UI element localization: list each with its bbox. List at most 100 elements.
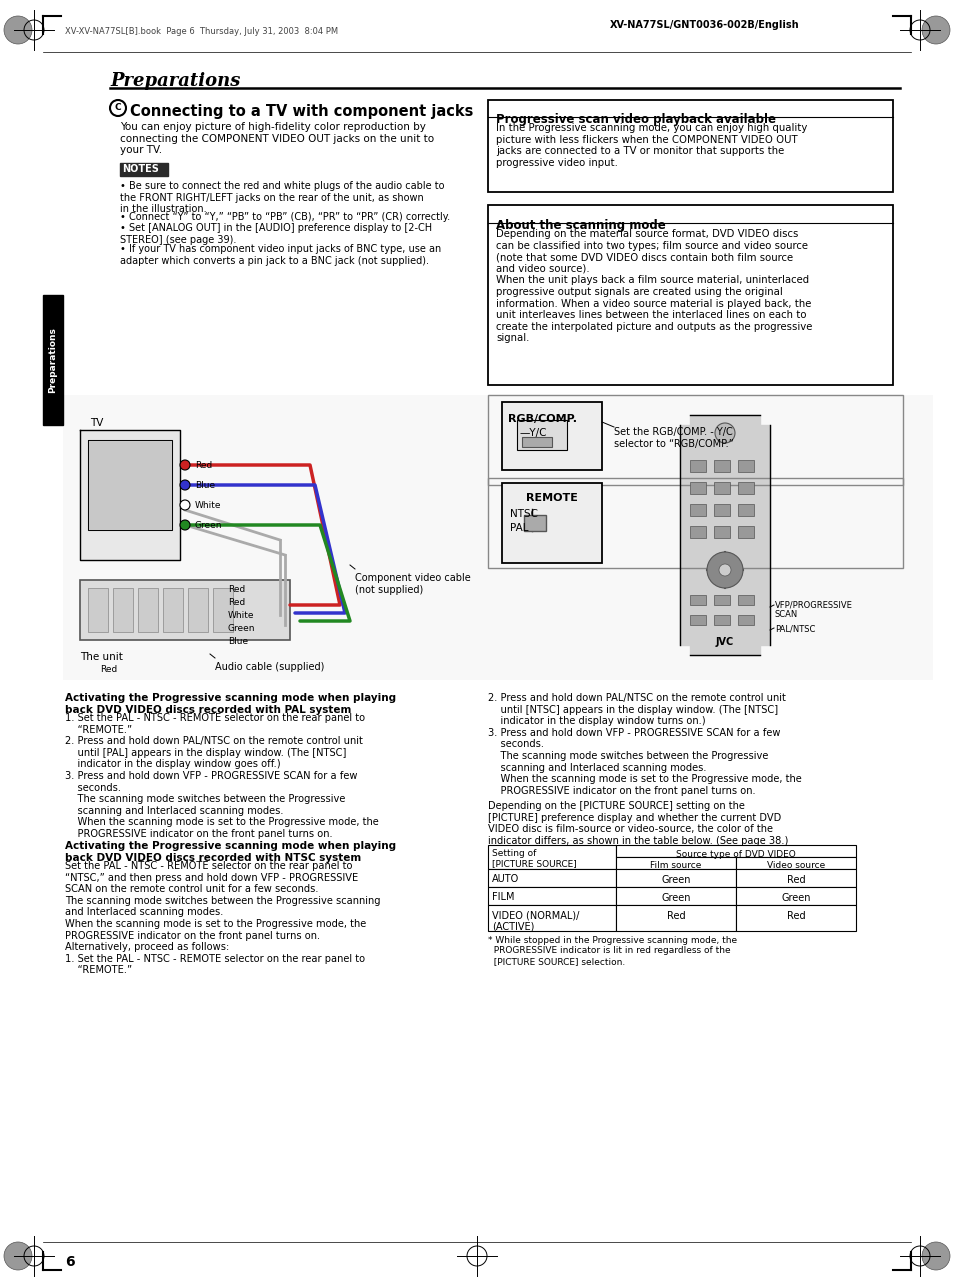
Text: 6: 6 [65, 1255, 74, 1269]
Bar [713, 460, 729, 472]
Circle shape [4, 15, 32, 44]
Bar [616, 856, 735, 869]
Bar [689, 615, 705, 625]
Text: Depending on the material source format, DVD VIDEO discs
can be classified into : Depending on the material source format,… [496, 229, 812, 343]
Text: Blue: Blue [228, 637, 248, 646]
Text: Set the PAL - NTSC - REMOTE selector on the rear panel to
“NTSC,” and then press: Set the PAL - NTSC - REMOTE selector on … [65, 862, 380, 975]
Text: • If your TV has component video input jacks of BNC type, use an
adapter which c: • If your TV has component video input j… [120, 244, 441, 266]
Text: PAL: PAL [510, 523, 528, 532]
Text: White: White [228, 611, 254, 620]
Text: White: White [194, 502, 221, 511]
Text: Activating the Progressive scanning mode when playing
back DVD VIDEO discs recor: Activating the Progressive scanning mode… [65, 841, 395, 863]
Text: Red: Red [666, 910, 684, 921]
Text: Blue: Blue [194, 481, 214, 490]
Text: Audio cable (supplied): Audio cable (supplied) [214, 662, 324, 673]
Bar [689, 526, 705, 538]
Text: * While stopped in the Progressive scanning mode, the
  PROGRESSIVE indicator is: * While stopped in the Progressive scann… [488, 936, 737, 966]
Bar [738, 615, 753, 625]
Text: NOTES: NOTES [122, 165, 159, 175]
Text: You can enjoy picture of high-fidelity color reproduction by
connecting the COMP: You can enjoy picture of high-fidelity c… [120, 122, 434, 156]
Bar [713, 615, 729, 625]
Circle shape [180, 460, 190, 469]
Text: Activating the Progressive scanning mode when playing
back DVD VIDEO discs recor: Activating the Progressive scanning mode… [65, 693, 395, 715]
Bar [488, 845, 616, 869]
Text: • Connect “Y” to “Y,” “PB” to “PB” (CB), “PR” to “PR” (CR) correctly.: • Connect “Y” to “Y,” “PB” to “PB” (CB),… [120, 211, 450, 221]
Bar [63, 395, 932, 680]
Bar [120, 163, 168, 176]
Bar [689, 504, 705, 516]
Bar [488, 204, 892, 385]
Polygon shape [80, 430, 180, 559]
Text: Green: Green [228, 624, 255, 633]
Bar [501, 403, 601, 469]
Circle shape [921, 1242, 949, 1271]
Text: C: C [114, 103, 121, 112]
Bar [738, 526, 753, 538]
Text: • Be sure to connect the red and white plugs of the audio cable to
the FRONT RIG: • Be sure to connect the red and white p… [120, 181, 444, 215]
Bar [735, 869, 855, 887]
Text: Green: Green [660, 892, 690, 903]
Text: JVC: JVC [715, 637, 734, 647]
Bar [521, 437, 552, 448]
Text: PAL/NTSC: PAL/NTSC [774, 625, 815, 634]
Text: NTSC: NTSC [510, 509, 537, 520]
Text: VIDEO (NORMAL)/
(ACTIVE): VIDEO (NORMAL)/ (ACTIVE) [492, 910, 578, 931]
Bar [163, 588, 183, 631]
Bar [488, 100, 892, 192]
Bar [735, 905, 855, 931]
Bar [488, 905, 616, 931]
Text: 1. Set the PAL - NTSC - REMOTE selector on the rear panel to
    “REMOTE.”
2. Pr: 1. Set the PAL - NTSC - REMOTE selector … [65, 712, 378, 838]
Text: Progressive scan video playback available: Progressive scan video playback availabl… [496, 113, 775, 126]
Bar [713, 504, 729, 516]
Text: RGB/COMP.: RGB/COMP. [507, 414, 577, 424]
Circle shape [921, 15, 949, 44]
Bar [112, 588, 132, 631]
Bar [713, 482, 729, 494]
Polygon shape [88, 440, 172, 530]
Bar [523, 514, 545, 531]
Bar [738, 482, 753, 494]
Text: Red: Red [194, 460, 212, 469]
Bar [616, 845, 855, 856]
Circle shape [180, 500, 190, 511]
Bar [488, 869, 616, 887]
Text: Video source: Video source [766, 862, 824, 871]
Bar [738, 504, 753, 516]
Circle shape [719, 565, 730, 576]
Text: REMOTE: REMOTE [525, 493, 578, 503]
Text: XV-NA77SL/GNT0036-002B/English: XV-NA77SL/GNT0036-002B/English [609, 21, 799, 30]
Text: Red: Red [100, 665, 117, 674]
Bar [738, 595, 753, 604]
Bar [488, 887, 616, 905]
Bar [616, 869, 735, 887]
Bar [713, 595, 729, 604]
Text: —Y/C: —Y/C [519, 428, 547, 439]
Bar [488, 478, 902, 568]
Text: Source type of DVD VIDEO: Source type of DVD VIDEO [676, 850, 795, 859]
Bar [501, 484, 601, 563]
Bar [43, 294, 63, 424]
Text: Depending on the [PICTURE SOURCE] setting on the
[PICTURE] preference display an: Depending on the [PICTURE SOURCE] settin… [488, 801, 787, 846]
Text: Preparations: Preparations [110, 72, 240, 90]
Bar [488, 395, 902, 485]
Bar [213, 588, 233, 631]
Text: Set the RGB/COMP. - Y/C
selector to “RGB/COMP.”: Set the RGB/COMP. - Y/C selector to “RGB… [614, 427, 733, 449]
Text: Setting of
[PICTURE SOURCE]: Setting of [PICTURE SOURCE] [492, 849, 577, 868]
Text: Red: Red [228, 585, 245, 594]
Text: TV: TV [90, 418, 103, 428]
Bar [138, 588, 158, 631]
Bar [689, 482, 705, 494]
Circle shape [4, 1242, 32, 1271]
Text: Film source: Film source [650, 862, 701, 871]
Text: Red: Red [228, 598, 245, 607]
Bar [738, 460, 753, 472]
Bar [735, 856, 855, 869]
Bar [735, 887, 855, 905]
Text: Green: Green [781, 892, 810, 903]
Text: 2. Press and hold down PAL/NTSC on the remote control unit
    until [NTSC] appe: 2. Press and hold down PAL/NTSC on the r… [488, 693, 801, 796]
Text: Green: Green [194, 521, 222, 530]
Polygon shape [679, 424, 769, 646]
Bar [88, 588, 108, 631]
Text: Connecting to a TV with component jacks: Connecting to a TV with component jacks [130, 104, 473, 120]
Text: In the Progressive scanning mode, you can enjoy high quality
picture with less f: In the Progressive scanning mode, you ca… [496, 123, 806, 167]
